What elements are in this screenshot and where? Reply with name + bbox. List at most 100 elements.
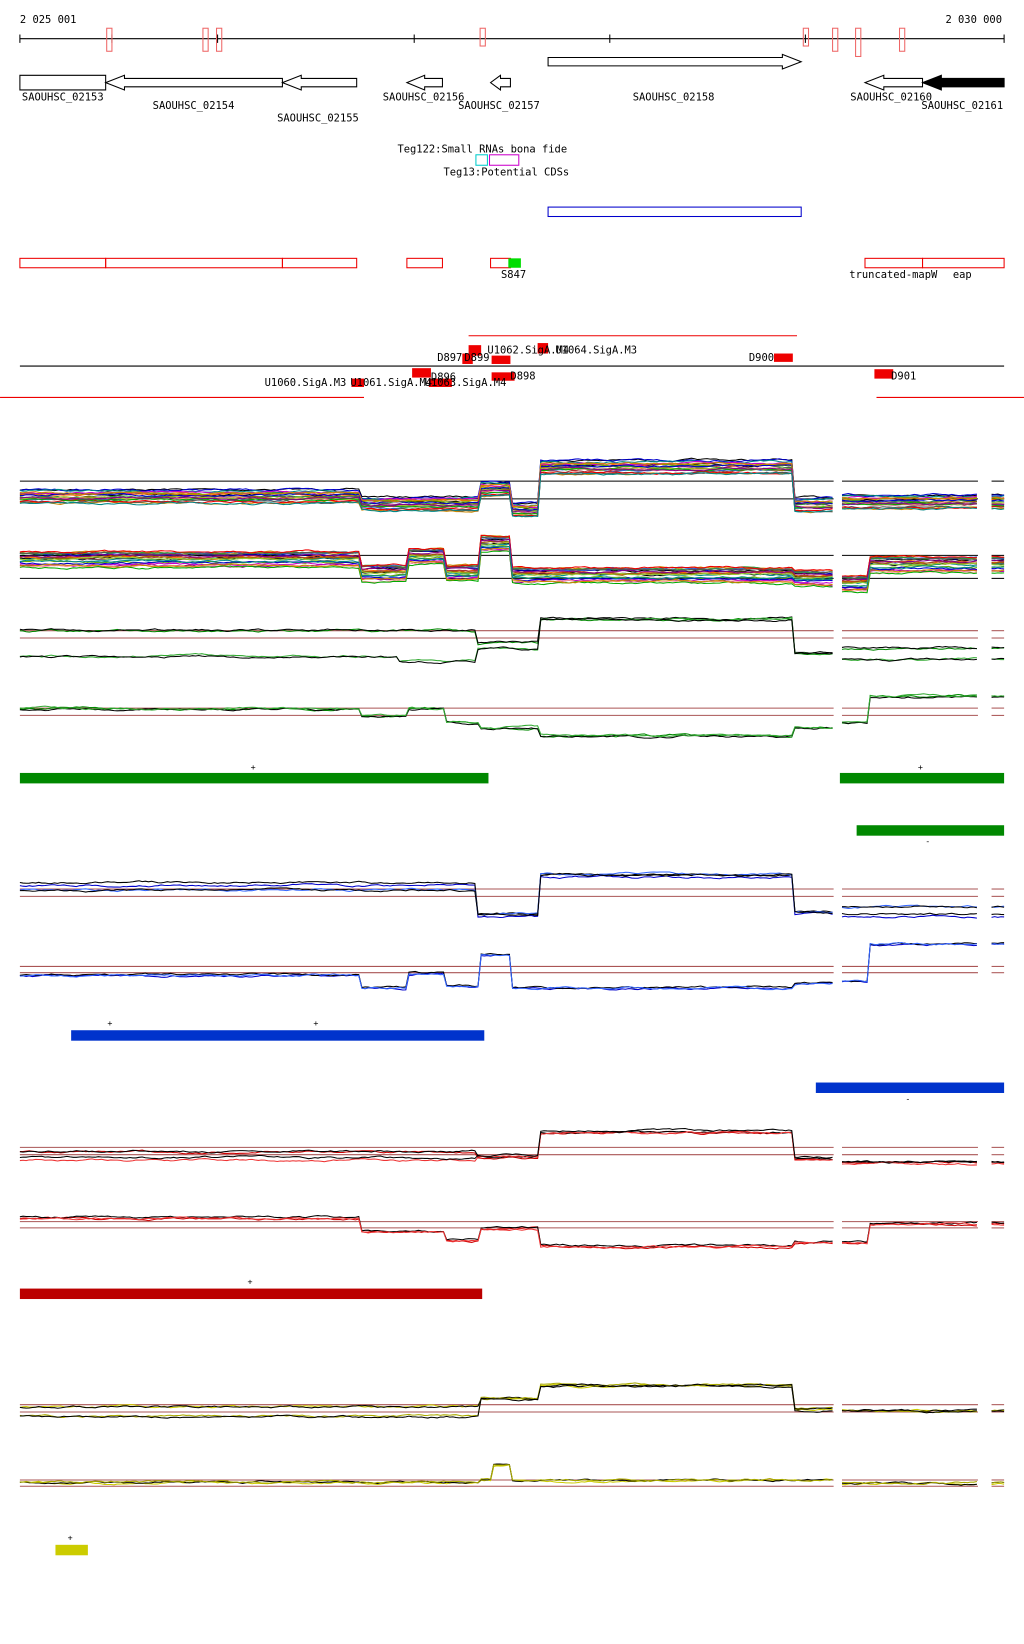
gene-arrow (491, 75, 511, 90)
promoter-label: D897 (437, 352, 462, 364)
signal-line (992, 495, 1005, 496)
exon-mark (107, 28, 112, 51)
strand-mark: + (313, 1018, 318, 1028)
signal-line (842, 906, 977, 908)
signal-line (20, 618, 833, 655)
gene-arrow (923, 75, 1005, 90)
signal-line (20, 1131, 833, 1160)
strand-mark: + (68, 1533, 73, 1543)
promoter-label: D900 (749, 352, 774, 364)
promoter-label: D901 (891, 371, 916, 383)
feature-label: S847 (501, 269, 526, 281)
signal-line (20, 707, 833, 738)
promoter (492, 356, 511, 364)
signal-line (992, 1484, 1005, 1485)
gene-label: SAOUHSC_02155 (277, 112, 359, 124)
signal-line (20, 954, 833, 989)
signal-line (20, 872, 833, 915)
signal-line (20, 955, 833, 990)
exon-mark (480, 28, 485, 46)
promoter (774, 354, 793, 362)
annotation: Teg13:Potential CDSs (443, 167, 569, 179)
strand-mark: + (107, 1018, 112, 1028)
gene-arrow (865, 75, 923, 90)
promoter-label: U1061.SigA.M4 (350, 377, 432, 389)
signal-line (842, 1223, 977, 1244)
coord-end: 2 030 000 (945, 14, 1002, 26)
promoter-label: U1063.SigA.M4 (425, 377, 507, 389)
feature-box (490, 155, 519, 165)
signal-line (20, 618, 833, 663)
expression-bar (20, 1289, 482, 1299)
signal-line (992, 1224, 1005, 1225)
signal-line (20, 1131, 833, 1160)
signal-line (20, 1385, 833, 1413)
expression-bar (20, 773, 489, 783)
gene-label: SAOUHSC_02158 (633, 91, 715, 103)
expression-bar (857, 825, 1004, 835)
gene-label: SAOUHSC_02160 (850, 91, 932, 103)
strand-mark: + (247, 1276, 252, 1286)
expression-bar (840, 773, 1004, 783)
signal-line (992, 647, 1005, 648)
signal-line (20, 706, 833, 737)
gene-arrow (548, 54, 801, 69)
feature-box (548, 207, 801, 216)
signal-line (992, 1411, 1005, 1412)
coord-start: 2 025 001 (20, 14, 77, 26)
signal-line (20, 874, 833, 915)
feature-box (491, 258, 511, 267)
expression-bar (71, 1030, 484, 1040)
exon-mark (856, 28, 861, 56)
signal-line (842, 943, 977, 982)
signal-line (20, 708, 833, 738)
feature-box (106, 258, 283, 267)
signal-line (20, 618, 833, 662)
feature-box (20, 258, 106, 267)
expression-bar (816, 1083, 1004, 1093)
signal-line (20, 873, 833, 915)
expression-bar (55, 1545, 87, 1555)
signal-line (842, 915, 977, 918)
signal-line (20, 617, 833, 653)
signal-line (992, 917, 1005, 918)
gene-label: SAOUHSC_02161 (921, 100, 1003, 112)
gene-label: SAOUHSC_02153 (22, 91, 104, 103)
signal-line (842, 942, 977, 981)
signal-line (20, 1384, 833, 1418)
signal-line (842, 694, 977, 723)
gene-arrow (407, 75, 443, 90)
signal-line (992, 1163, 1005, 1164)
signal-line (992, 496, 1005, 497)
gene-label: SAOUHSC_02157 (458, 100, 540, 112)
feature-label: truncated-mapW (849, 269, 938, 281)
promoter-label: D899 (464, 352, 489, 364)
feature-box (407, 258, 443, 267)
feature-label: eap (953, 269, 972, 281)
feature-box (476, 155, 488, 165)
feature-box (923, 258, 1005, 267)
annotation: Teg122:Small RNAs bona fide (397, 144, 567, 156)
signal-line (842, 1223, 977, 1244)
feature-box (508, 258, 521, 267)
gene-label: SAOUHSC_02154 (153, 100, 235, 112)
gene-label: SAOUHSC_02156 (383, 91, 465, 103)
strand-mark: + (918, 762, 923, 772)
gene-arrow (20, 75, 106, 90)
strand-mark: - (905, 1093, 910, 1103)
promoter-label: D898 (510, 371, 535, 383)
gene-arrow (282, 75, 356, 90)
strand-mark: - (925, 836, 930, 846)
exon-mark (833, 28, 838, 51)
feature-box (282, 258, 356, 267)
signal-line (842, 944, 977, 983)
exon-mark (203, 28, 208, 51)
gene-arrow (106, 75, 283, 90)
promoter-label: U1064.SigA.M3 (555, 345, 637, 357)
exon-mark (900, 28, 905, 51)
signal-line (992, 568, 1005, 569)
signal-line (842, 913, 977, 914)
feature-box (865, 258, 923, 267)
signal-line (842, 696, 977, 723)
